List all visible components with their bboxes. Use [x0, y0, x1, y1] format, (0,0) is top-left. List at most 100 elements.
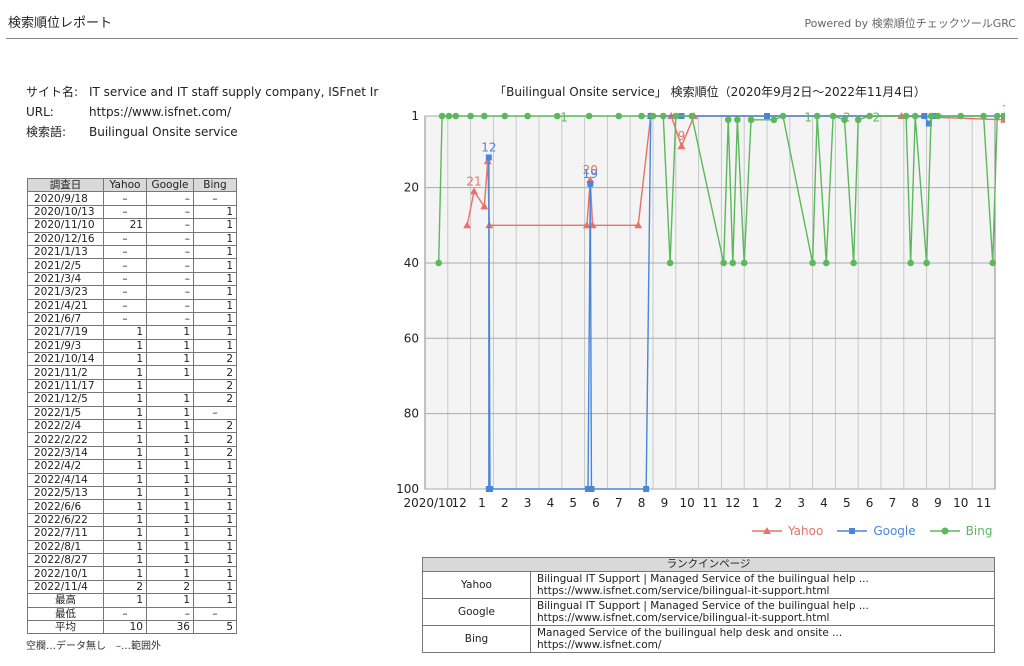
- data-point-google: [643, 486, 650, 492]
- data-point-bing: [585, 112, 593, 120]
- data-point-bing: [993, 112, 1001, 120]
- cell-date: 2022/4/14: [27, 472, 104, 487]
- rank-in-pages-table: ランクインページ Yahoo Bilingual IT Support | Ma…: [422, 557, 995, 653]
- cell-bing: 1: [193, 258, 237, 273]
- y-tick-label: 40: [404, 256, 419, 270]
- data-point-bing: [659, 112, 667, 120]
- cell-yahoo: 1: [103, 539, 147, 554]
- cell-google: 1: [146, 338, 194, 354]
- cell-yahoo: 1: [103, 419, 147, 434]
- table-row: Yahoo Bilingual IT Support | Managed Ser…: [422, 571, 995, 599]
- cell-bing: 1: [193, 485, 237, 501]
- cell-yahoo: –: [103, 244, 147, 260]
- data-point-bing: [770, 116, 778, 124]
- data-label-bing: 1: [560, 110, 568, 124]
- data-label-google: 19: [583, 167, 598, 181]
- cell-date: 2020/11/10: [27, 218, 104, 233]
- cell-date: 最低: [27, 606, 104, 621]
- table-row: 2022/11/4 2 2 1: [27, 579, 237, 595]
- table-row: 2022/8/1 1 1 1: [27, 539, 237, 554]
- cell-date: 2021/1/13: [27, 244, 104, 260]
- x-tick-label: 3: [524, 496, 532, 510]
- x-tick-label: 6: [866, 496, 874, 510]
- x-tick-label: 2: [501, 496, 509, 510]
- cell-date: 2021/7/19: [27, 325, 104, 340]
- data-point-bing: [734, 116, 741, 124]
- x-tick-label: 5: [569, 496, 577, 510]
- site-name-value: IT service and IT staff supply company, …: [89, 85, 379, 99]
- data-point-bing: [854, 116, 862, 124]
- cell-yahoo: –: [103, 191, 147, 206]
- cell-yahoo: 1: [103, 432, 147, 447]
- cell-google: –: [146, 258, 194, 273]
- table-row: 2021/6/7– –1: [27, 311, 237, 327]
- page-url: https://www.isfnet.com/service/bilingual…: [537, 585, 830, 597]
- cell-google: 1: [146, 352, 194, 367]
- cell-yahoo: 2: [103, 579, 147, 595]
- plot-area: [424, 115, 996, 490]
- table-row: 2022/6/6 1 1 1: [27, 499, 237, 514]
- x-tick-label: 6: [592, 496, 600, 510]
- data-point-bing: [902, 112, 910, 120]
- keyword-row: 検索語: Builingual Onsite service: [26, 122, 382, 142]
- cell-yahoo: 1: [103, 459, 147, 474]
- x-tick-label: 12: [725, 496, 740, 510]
- cell-yahoo: –: [103, 311, 147, 327]
- data-point-bing: [850, 259, 857, 267]
- table-row: 2022/7/11 1 1 1: [27, 526, 237, 541]
- cell-google: –: [146, 606, 194, 621]
- cell-google: 36: [146, 619, 194, 635]
- table-row: 2022/1/5 1 1–: [27, 405, 237, 421]
- data-point-bing: [1000, 112, 1005, 120]
- cell-date: 2020/9/18: [27, 191, 104, 206]
- data-point-google: [486, 486, 493, 492]
- table-row: 2021/9/3 1 1 1: [27, 338, 237, 354]
- cell-yahoo: 1: [103, 593, 147, 608]
- cell-yahoo: 1: [103, 392, 147, 407]
- data-point-bing: [907, 259, 914, 267]
- page-engine: Bing: [422, 625, 531, 653]
- table-row: 2021/12/5 1 1 2: [27, 392, 237, 407]
- page-engine: Yahoo: [422, 571, 531, 599]
- x-tick-label: 9: [661, 496, 669, 510]
- table-row: 2022/5/13 1 1 1: [27, 485, 237, 501]
- cell-bing: 1: [193, 311, 237, 327]
- cell-date: 2022/2/22: [27, 432, 104, 447]
- page-title: Bilingual IT Support | Managed Service o…: [537, 600, 869, 612]
- x-tick-label: 9: [934, 496, 942, 510]
- col-google: Google: [146, 177, 194, 193]
- cell-date: 2021/2/5: [27, 258, 104, 273]
- url-value: https://www.isfnet.com/: [89, 105, 232, 119]
- cell-google: [146, 378, 194, 394]
- data-point-bing: [480, 112, 488, 120]
- cell-bing: –: [193, 606, 237, 621]
- data-point-bing: [934, 112, 942, 120]
- data-point-bing: [672, 112, 680, 120]
- data-point-bing: [729, 259, 737, 267]
- chart-legend: Yahoo Google Bing: [752, 524, 992, 538]
- table-row: 2021/10/14 1 1 2: [27, 352, 237, 367]
- table-header-row: 調査日 Yahoo Google Bing: [27, 177, 237, 193]
- y-tick-label: 1: [411, 109, 419, 123]
- cell-bing: 2: [193, 365, 237, 380]
- data-point-bing: [467, 112, 474, 120]
- table-row: 2020/11/10 21–1: [27, 218, 237, 233]
- cell-google: –: [146, 244, 194, 260]
- cell-google: 1: [146, 552, 194, 568]
- cell-yahoo: –: [103, 271, 147, 287]
- cell-bing: 1: [193, 231, 237, 246]
- keyword-label: 検索語:: [26, 125, 67, 139]
- cell-date: 2022/3/14: [27, 445, 104, 461]
- cell-bing: 2: [193, 392, 237, 407]
- cell-yahoo: –: [103, 285, 147, 300]
- data-point-google: [485, 154, 492, 161]
- x-tick-label: 7: [889, 496, 897, 510]
- cell-google: 1: [146, 526, 194, 541]
- cell-bing: 2: [193, 352, 237, 367]
- pages-header-row: ランクインページ: [422, 557, 995, 572]
- cell-bing: 5: [193, 619, 237, 635]
- table-row: 2022/4/2 1 1 1: [27, 459, 237, 474]
- cell-google: 1: [146, 419, 194, 434]
- cell-date: 2021/11/2: [27, 365, 104, 380]
- cell-bing: 1: [193, 526, 237, 541]
